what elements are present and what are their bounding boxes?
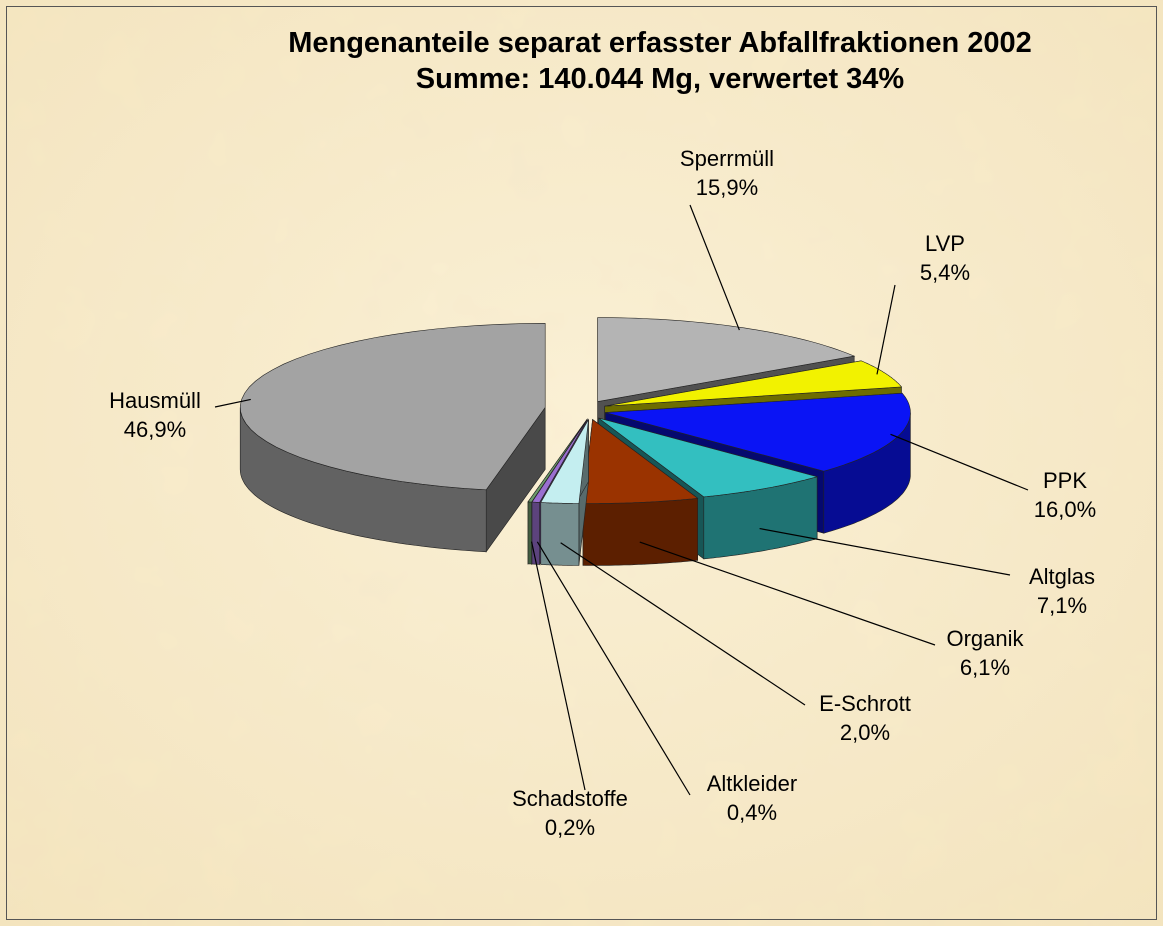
labels: Sperrmüll 15,9% LVP 5,4% PPK 16,0% Altglas 7,1%… xyxy=(109,146,1096,840)
value-label: 15,9% xyxy=(696,175,758,200)
slice xyxy=(527,419,588,503)
leader-line xyxy=(876,284,896,375)
value-label: 16,0% xyxy=(1034,497,1096,522)
slice xyxy=(239,323,546,491)
value-label: 0,4% xyxy=(727,800,777,825)
value-label: 2,0% xyxy=(840,720,890,745)
value-label: 6,1% xyxy=(960,655,1010,680)
leader-line xyxy=(536,541,691,796)
leader-line xyxy=(560,542,806,706)
slice-side xyxy=(582,497,698,566)
slice xyxy=(597,317,856,402)
slice xyxy=(531,419,588,503)
category-label: Sperrmüll xyxy=(680,146,774,171)
value-label: 46,9% xyxy=(124,417,186,442)
leader-line xyxy=(890,433,1029,491)
leader-line xyxy=(639,541,936,646)
category-label: E-Schrott xyxy=(819,691,911,716)
value-label: 0,2% xyxy=(545,815,595,840)
leader-line xyxy=(214,398,251,408)
leader-line xyxy=(530,541,586,791)
slice xyxy=(540,419,589,504)
category-label: Organik xyxy=(946,626,1024,651)
category-label: Hausmüll xyxy=(109,388,201,413)
category-label: LVP xyxy=(925,231,965,256)
value-label: 5,4% xyxy=(920,260,970,285)
category-label: Altglas xyxy=(1029,564,1095,589)
chart-title: Mengenanteile separat erfasster Abfallfr… xyxy=(288,27,1032,59)
slice xyxy=(598,417,819,498)
category-label: PPK xyxy=(1043,468,1087,493)
slice-side xyxy=(527,501,532,565)
slice-side xyxy=(531,501,540,565)
slice xyxy=(605,392,911,472)
leader-line xyxy=(689,204,740,331)
slice xyxy=(582,418,699,504)
category-label: Schadstoffe xyxy=(512,786,628,811)
category-label: Altkleider xyxy=(707,771,797,796)
chart-subtitle: Summe: 140.044 Mg, verwertet 34% xyxy=(416,63,905,95)
slice xyxy=(604,360,903,407)
value-label: 7,1% xyxy=(1037,593,1087,618)
pie xyxy=(239,317,911,566)
frame xyxy=(6,6,1157,920)
leader-line xyxy=(759,527,1011,576)
